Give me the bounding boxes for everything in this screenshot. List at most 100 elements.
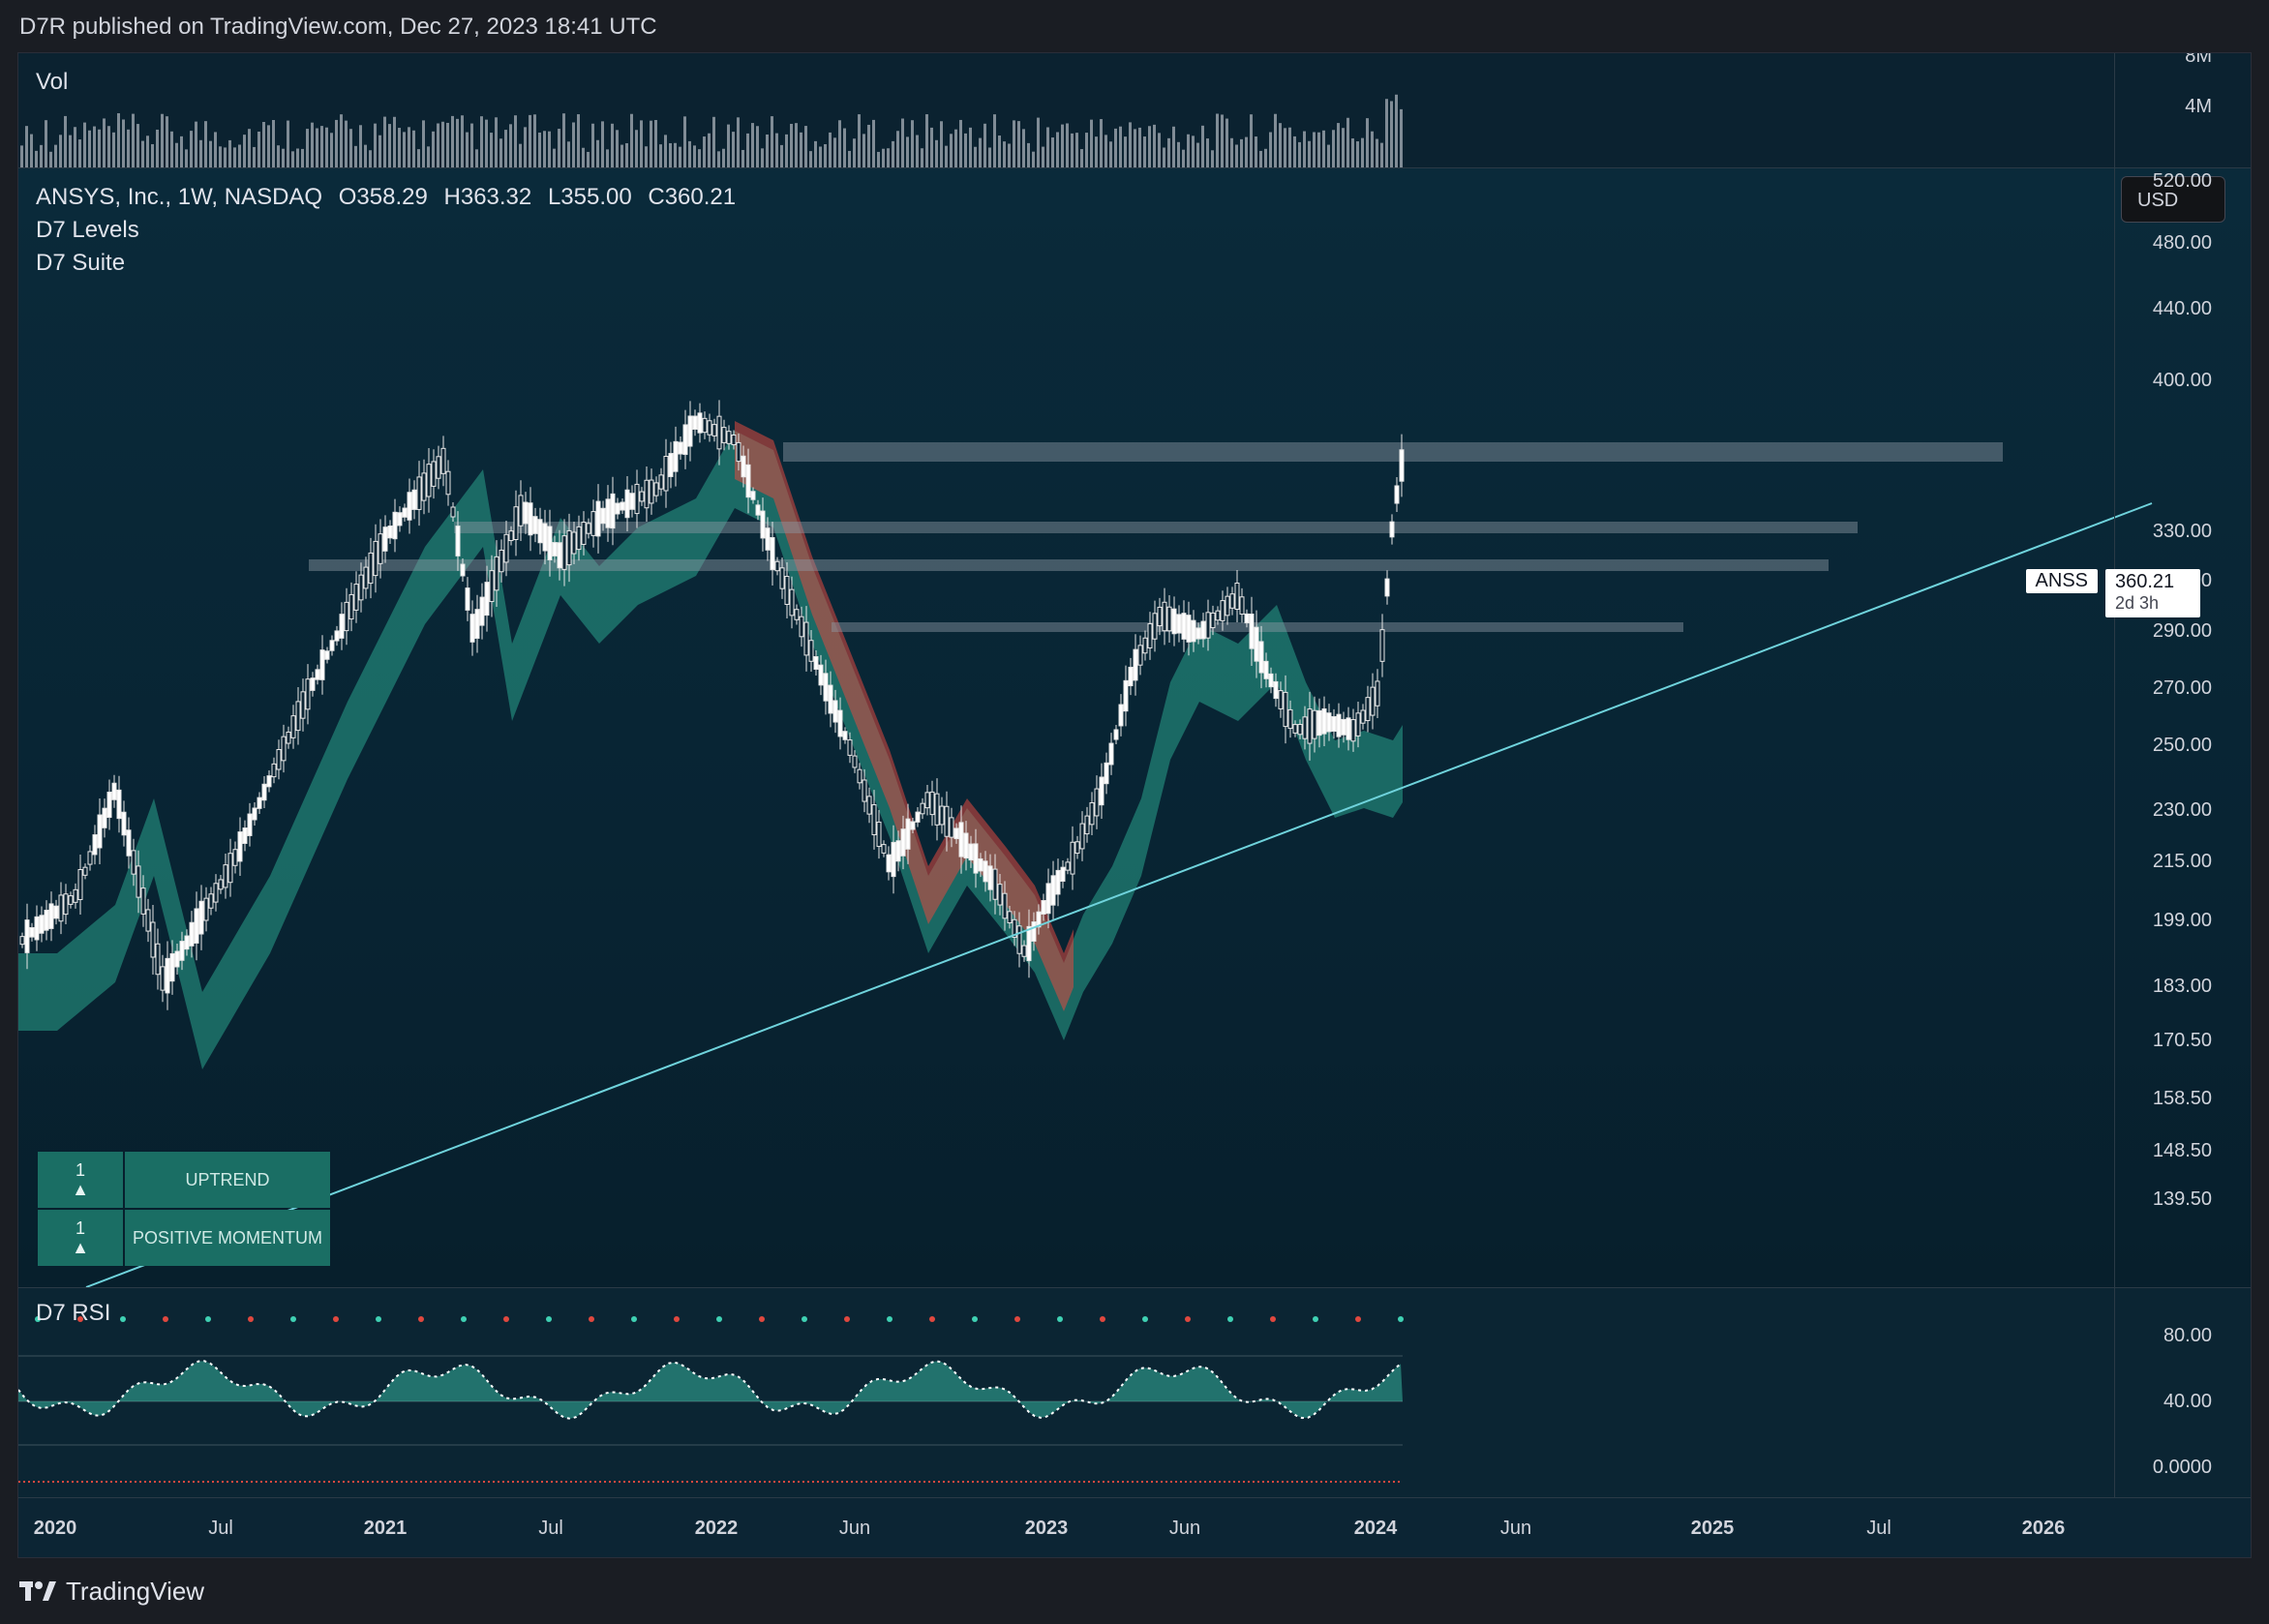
candle-body: [19, 936, 25, 946]
volume-bar: [1032, 151, 1035, 167]
volume-bar: [451, 115, 454, 167]
volume-bar: [1114, 128, 1117, 167]
rsi-signal-dot: [418, 1316, 424, 1322]
volume-bar: [354, 145, 357, 167]
volume-bar: [1119, 126, 1122, 167]
volume-bar: [1061, 124, 1064, 167]
rsi-chart: [18, 1316, 1404, 1483]
candle-body: [944, 805, 950, 837]
candle-body: [779, 567, 785, 589]
candle-body: [716, 415, 722, 450]
rsi-axis[interactable]: 80.00 40.00 0.0000: [2114, 1288, 2251, 1497]
candle-body: [707, 420, 712, 436]
candle-body: [68, 895, 74, 905]
candle-body: [97, 814, 103, 849]
candle-body: [842, 731, 848, 740]
volume-bar: [98, 129, 101, 167]
volume-bar: [664, 135, 667, 167]
rsi-pane[interactable]: D7 RSI 80.00 40.00 0.0000: [18, 1288, 2251, 1498]
volume-bar: [1293, 135, 1296, 167]
candle-body: [1254, 626, 1259, 662]
volume-bar: [529, 114, 531, 167]
time-axis-label: 2026: [2021, 1518, 2066, 1539]
ohlc-open: O358.29: [338, 184, 428, 210]
volume-bar: [562, 113, 565, 167]
price-axis-label: 139.50: [2152, 1188, 2212, 1210]
indicator-d7-levels[interactable]: D7 Levels: [36, 217, 139, 243]
candle-body: [106, 791, 112, 819]
rsi-signal-dot: [759, 1316, 765, 1322]
candle-body: [1152, 613, 1158, 640]
indicator-d7-suite[interactable]: D7 Suite: [36, 250, 126, 276]
symbol-line: ANSYS, Inc., 1W, NASDAQ: [36, 184, 323, 210]
candle-body: [1036, 911, 1042, 928]
volume-bar: [1153, 124, 1156, 167]
candle-body: [924, 792, 930, 809]
price-chart: [18, 400, 2153, 1287]
price-pane[interactable]: ANSYS, Inc., 1W, NASDAQ O358.29 H363.32 …: [18, 168, 2251, 1288]
candle-body: [102, 807, 107, 828]
candle-body: [953, 827, 959, 840]
candle-body: [920, 802, 925, 815]
currency-button[interactable]: USD: [2121, 176, 2225, 223]
volume-bar: [950, 134, 953, 167]
candle-body: [1321, 707, 1327, 735]
candle-body: [140, 887, 146, 915]
price-axis-label: 400.00: [2152, 370, 2212, 391]
candle-body: [1350, 719, 1356, 742]
volume-bar: [1066, 123, 1069, 167]
volume-pane[interactable]: Vol 8M 4M: [18, 53, 2251, 168]
volume-bar: [1085, 133, 1088, 167]
candle-body: [223, 864, 228, 888]
volume-bar: [195, 121, 197, 167]
candle-body: [552, 542, 558, 556]
volume-bar: [122, 119, 125, 167]
rsi-signal-dot: [333, 1316, 339, 1322]
candle-body: [866, 796, 872, 815]
volume-bar: [567, 141, 570, 167]
volume-bar: [1080, 149, 1083, 167]
candle-body: [508, 530, 514, 542]
volume-bar: [1201, 125, 1204, 167]
volume-bar: [1071, 133, 1074, 167]
candle-body: [92, 834, 98, 856]
volume-bar: [1308, 140, 1311, 167]
up-arrow-icon: ▲: [72, 1238, 89, 1257]
rsi-signal-dot: [1014, 1316, 1020, 1322]
volume-bar: [190, 131, 193, 167]
volume-bar: [238, 144, 241, 167]
volume-bar: [1351, 138, 1354, 167]
time-axis-label: Jul: [538, 1518, 563, 1539]
candle-body: [48, 903, 54, 929]
candle-body: [905, 818, 911, 850]
volume-bar: [378, 135, 381, 167]
candle-body: [397, 512, 403, 526]
time-axis[interactable]: 2020 Jul 2021 Jul 2022 Jun 2023 Jun 2024 Jun 2025 J…: [18, 1498, 2251, 1556]
candle-body: [1021, 945, 1027, 957]
volume-bar: [596, 139, 599, 167]
volume-axis-label: 4M: [2185, 96, 2212, 117]
candle-body: [44, 909, 49, 931]
level-band: [783, 442, 2003, 462]
volume-bar: [1230, 137, 1233, 167]
candle-body: [484, 582, 490, 617]
price-axis[interactable]: USD 520.00480.00440.00400.00330.00310.00…: [2114, 168, 2251, 1287]
price-axis-label: 183.00: [2152, 976, 2212, 997]
candle-body: [934, 793, 940, 826]
footer-brand[interactable]: TradingView: [19, 1577, 204, 1607]
candle-body: [862, 779, 867, 802]
volume-bar: [737, 117, 740, 167]
time-axis-label: Jun: [1499, 1518, 1532, 1539]
status-label: UPTREND: [125, 1152, 330, 1208]
volume-bar: [679, 146, 681, 167]
volume-bar: [103, 118, 106, 167]
volume-bar: [979, 137, 982, 167]
volume-axis[interactable]: 8M 4M: [2114, 53, 2251, 167]
candle-body: [881, 844, 887, 854]
candle-body: [353, 584, 359, 611]
volume-bar: [722, 148, 725, 167]
price-axis-label: 290.00: [2152, 620, 2212, 642]
candle-body: [1278, 690, 1284, 709]
chart-frame[interactable]: Vol 8M 4M ANSYS, Inc., 1W, NASDAQ O358.2…: [17, 52, 2252, 1558]
volume-bar: [553, 148, 556, 167]
